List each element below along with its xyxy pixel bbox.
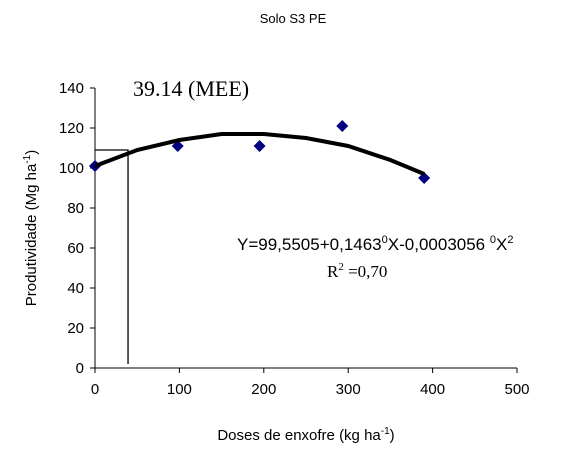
r2-sup: 2: [338, 261, 344, 273]
chart-title: Solo S3 PE: [260, 11, 327, 26]
x-label-part: ): [390, 427, 395, 444]
x-axis-label: Doses de enxofre (kg ha-1): [217, 426, 394, 444]
eq-sup: 2: [507, 234, 513, 246]
y-tick-label: 80: [67, 200, 84, 217]
y-tick-label: 60: [67, 240, 84, 257]
y-tick-label: 140: [59, 80, 84, 97]
r2-part: =0,70: [344, 262, 388, 281]
r2-part: R: [327, 262, 339, 281]
data-point: [336, 120, 349, 132]
y-tick-label: 120: [59, 120, 84, 137]
data-point: [253, 140, 266, 152]
y-label-sup: -1: [22, 154, 33, 163]
eq-part: Y=99,5505+0,1463: [237, 235, 382, 254]
x-tick-label: 400: [420, 381, 445, 398]
y-label-part: Produtividade (Mg ha: [23, 163, 40, 306]
x-tick-label: 0: [91, 381, 99, 398]
x-label-sup: -1: [381, 426, 390, 437]
y-tick-label: 100: [59, 160, 84, 177]
r-squared: R2 =0,70: [327, 261, 387, 281]
annotation: 39.14 (MEE): [133, 76, 249, 101]
y-tick-label: 40: [67, 280, 84, 297]
y-tick-label: 20: [67, 320, 84, 337]
mee-line: [95, 149, 129, 364]
equation: Y=99,5505+0,14630X-0,0003056 0X2: [237, 234, 513, 254]
x-tick-label: 100: [167, 381, 192, 398]
x-tick-label: 300: [336, 381, 361, 398]
y-label-part: ): [23, 150, 40, 155]
x-tick-label: 500: [504, 381, 529, 398]
data-point: [418, 172, 431, 184]
eq-part: X-0,0003056: [388, 235, 490, 254]
y-tick-label: 0: [76, 360, 84, 377]
eq-sup: 0: [382, 234, 388, 246]
eq-part: X: [496, 235, 507, 254]
x-label-part: Doses de enxofre (kg ha: [217, 427, 381, 444]
fit-curve: [94, 132, 425, 176]
x-tick-label: 200: [251, 381, 276, 398]
eq-sup: 0: [490, 234, 496, 246]
y-axis-label: Produtividade (Mg ha-1): [22, 150, 40, 307]
